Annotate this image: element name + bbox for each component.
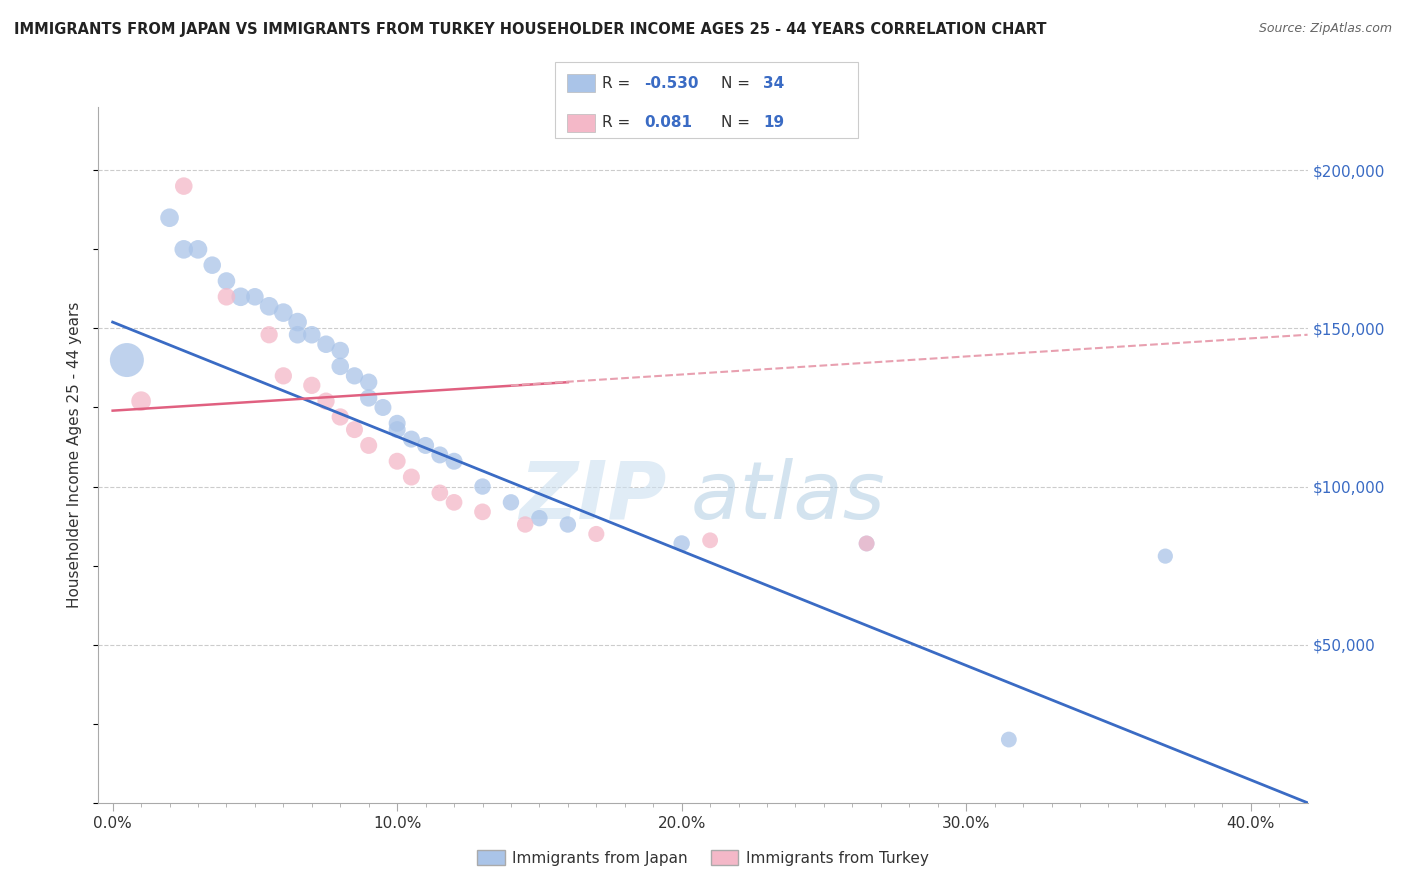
Point (499, 495, 522, 509)
Text: 19: 19 (763, 115, 785, 130)
Point (159, 211, 181, 225)
Point (429, 448, 451, 462)
Point (699, 533, 721, 548)
Point (329, 343, 352, 358)
Point (998, 732, 1021, 747)
Point (443, 454, 465, 468)
Text: ZIP: ZIP (519, 458, 666, 536)
Point (443, 495, 465, 509)
Point (315, 337, 337, 351)
Point (385, 417, 408, 431)
Legend: Immigrants from Japan, Immigrants from Turkey: Immigrants from Japan, Immigrants from T… (471, 844, 935, 871)
Point (415, 438, 437, 452)
Point (315, 394, 337, 409)
Y-axis label: Householder Income Ages 25 - 44 years: Householder Income Ages 25 - 44 years (67, 301, 83, 608)
Text: -0.530: -0.530 (644, 76, 699, 91)
Text: IMMIGRANTS FROM JAPAN VS IMMIGRANTS FROM TURKEY HOUSEHOLDER INCOME AGES 25 - 44 : IMMIGRANTS FROM JAPAN VS IMMIGRANTS FROM… (14, 22, 1046, 37)
Point (357, 375, 380, 389)
Point (287, 327, 309, 342)
Point (129, 394, 152, 409)
Text: Source: ZipAtlas.com: Source: ZipAtlas.com (1258, 22, 1392, 36)
Text: R =: R = (602, 76, 630, 91)
Point (557, 517, 579, 532)
Text: R =: R = (602, 115, 630, 130)
Point (585, 527, 607, 541)
Point (855, 536, 877, 550)
Point (385, 423, 408, 437)
Point (329, 409, 352, 424)
Point (401, 470, 423, 484)
Point (257, 299, 280, 313)
Point (329, 359, 352, 374)
Point (471, 479, 494, 493)
Point (301, 378, 323, 392)
Point (1154, 549, 1177, 563)
Point (357, 438, 380, 452)
Point (115, 353, 138, 368)
Point (301, 327, 323, 342)
Point (287, 315, 309, 329)
Point (343, 368, 366, 383)
Point (429, 486, 451, 500)
Text: 0.081: 0.081 (644, 115, 692, 130)
Text: N =: N = (721, 76, 751, 91)
Point (671, 536, 693, 550)
Point (385, 454, 408, 468)
Point (187, 243, 209, 257)
Point (471, 505, 494, 519)
Point (529, 511, 551, 525)
Point (855, 536, 877, 550)
Point (357, 391, 380, 405)
Point (273, 368, 295, 383)
Point (243, 290, 266, 304)
Point (173, 179, 195, 194)
Point (173, 243, 195, 257)
Point (229, 290, 252, 304)
Point (401, 432, 423, 446)
Point (215, 290, 238, 304)
Point (371, 401, 394, 415)
Point (201, 258, 224, 272)
Text: N =: N = (721, 115, 751, 130)
Point (215, 274, 238, 288)
Point (257, 327, 280, 342)
Text: 34: 34 (763, 76, 785, 91)
Point (273, 305, 295, 319)
Text: atlas: atlas (690, 458, 886, 536)
Point (343, 423, 366, 437)
Point (515, 517, 537, 532)
